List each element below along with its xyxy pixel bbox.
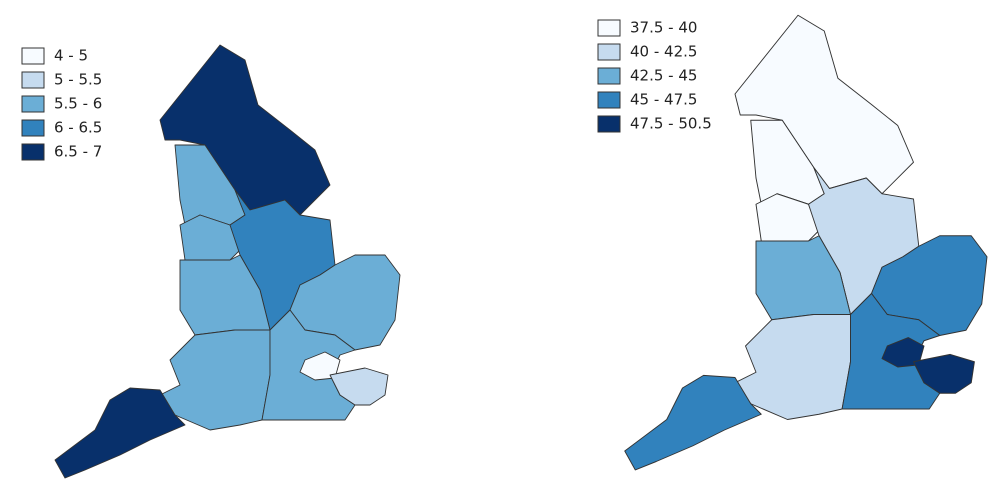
legend-label: 45 - 47.5	[630, 91, 697, 109]
legend-label: 5.5 - 6	[54, 95, 102, 113]
legend-swatch	[597, 19, 621, 37]
region	[624, 374, 762, 471]
legend-swatch	[597, 91, 621, 109]
region	[159, 329, 271, 431]
legend-swatch	[597, 115, 621, 133]
legend-label: 4 - 5	[54, 47, 88, 65]
map	[54, 44, 401, 479]
region	[913, 353, 975, 394]
legend-label: 47.5 - 50.5	[630, 115, 712, 133]
legend-label: 6.5 - 7	[54, 143, 102, 161]
legend-swatch	[21, 47, 45, 65]
legend-swatch	[21, 119, 45, 137]
region	[54, 387, 186, 479]
legend-label: 5 - 5.5	[54, 71, 102, 89]
region	[329, 367, 389, 406]
legend-swatch	[21, 71, 45, 89]
legend-label: 42.5 - 45	[630, 67, 697, 85]
legend-swatch	[597, 43, 621, 61]
legend-swatch	[21, 143, 45, 161]
region	[734, 314, 851, 420]
legend-swatch	[597, 67, 621, 85]
legend-label: 6 - 6.5	[54, 119, 102, 137]
legend-swatch	[21, 95, 45, 113]
legend-label: 40 - 42.5	[630, 43, 697, 61]
map	[624, 14, 988, 471]
legend-label: 37.5 - 40	[630, 19, 697, 37]
